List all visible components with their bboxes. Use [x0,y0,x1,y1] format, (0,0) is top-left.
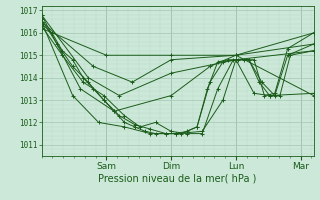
X-axis label: Pression niveau de la mer( hPa ): Pression niveau de la mer( hPa ) [99,173,257,183]
